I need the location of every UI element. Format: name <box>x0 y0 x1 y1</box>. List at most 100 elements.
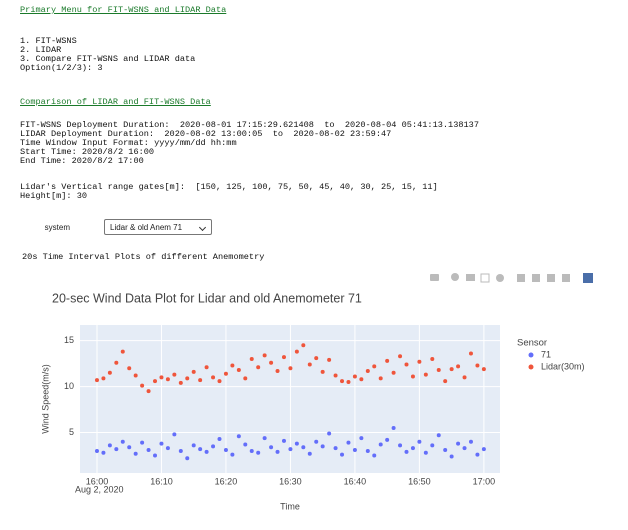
point <box>281 438 286 443</box>
point <box>398 443 403 448</box>
point <box>191 443 196 448</box>
point <box>320 369 325 374</box>
point <box>217 436 222 441</box>
x-tick-label: 16:40 <box>344 476 367 486</box>
modebar[interactable] <box>430 273 593 283</box>
point <box>230 452 235 457</box>
point <box>269 360 274 365</box>
menu-line: 1. FIT-WSNS <box>20 36 77 46</box>
menu-line: 2. LIDAR <box>20 45 62 55</box>
info-line: End Time: 2020/8/2 17:00 <box>20 156 144 166</box>
point <box>398 354 403 359</box>
point <box>236 434 241 439</box>
point <box>217 379 222 384</box>
point <box>436 433 441 438</box>
info-line: FIT-WSNS Deployment Duration: 2020-08-01… <box>20 120 479 130</box>
point <box>127 366 132 371</box>
point <box>107 370 112 375</box>
point <box>475 452 480 457</box>
point <box>327 357 332 362</box>
point <box>410 374 415 379</box>
point <box>449 454 454 459</box>
point <box>133 451 138 456</box>
x-tick-label: 16:00 <box>86 476 109 486</box>
point <box>301 445 306 450</box>
y-tick-label: 5 <box>69 427 74 437</box>
point <box>94 448 99 453</box>
point <box>404 362 409 367</box>
chart-title: 20-sec Wind Data Plot for Lidar and old … <box>52 291 362 305</box>
point <box>327 431 332 436</box>
point <box>410 446 415 451</box>
point <box>417 439 422 444</box>
info-line: LIDAR Deployment Duration: 2020-08-02 13… <box>20 129 392 139</box>
point <box>256 365 261 370</box>
point <box>140 383 145 388</box>
y-tick-label: 15 <box>64 335 74 345</box>
point <box>307 451 312 456</box>
point <box>404 449 409 454</box>
point <box>288 366 293 371</box>
point <box>262 436 267 441</box>
point <box>191 369 196 374</box>
point <box>436 368 441 373</box>
point <box>365 448 370 453</box>
point <box>456 364 461 369</box>
point <box>114 360 119 365</box>
point <box>430 357 435 362</box>
dropdown-label: system <box>44 223 70 232</box>
y-tick-label: 10 <box>64 381 74 391</box>
point <box>352 448 357 453</box>
menu-heading: Primary Menu for FIT-WSNS and LIDAR Data <box>20 5 227 15</box>
point <box>236 368 241 373</box>
point <box>423 372 428 377</box>
point <box>146 448 151 453</box>
point <box>120 439 125 444</box>
point <box>114 447 119 452</box>
point <box>372 364 377 369</box>
menu-line: 3. Compare FIT-WSNS and LIDAR data <box>20 54 196 64</box>
point <box>256 450 261 455</box>
point <box>249 357 254 362</box>
legend-label: Lidar(30m) <box>541 361 585 371</box>
legend-marker <box>528 364 534 370</box>
comparison-heading: Comparison of LIDAR and FIT-WSNS Data <box>20 97 211 107</box>
point <box>443 448 448 453</box>
point <box>385 437 390 442</box>
point <box>352 374 357 379</box>
point <box>178 448 183 453</box>
point <box>223 448 228 453</box>
point <box>481 447 486 452</box>
point <box>468 439 473 444</box>
point <box>346 440 351 445</box>
point <box>449 367 454 372</box>
legend-marker <box>528 352 534 358</box>
point <box>333 373 338 378</box>
point <box>294 441 299 446</box>
point <box>262 353 267 358</box>
point <box>288 447 293 452</box>
point <box>462 446 467 451</box>
info-line: Start Time: 2020/8/2 16:00 <box>20 147 155 157</box>
point <box>372 453 377 458</box>
point <box>153 379 158 384</box>
point <box>359 436 364 441</box>
point <box>294 349 299 354</box>
point <box>185 456 190 461</box>
dropdown[interactable]: Lidar & old Anem 71 <box>104 219 212 235</box>
point <box>481 367 486 372</box>
x-tick-label: 16:20 <box>215 476 238 486</box>
point <box>359 377 364 382</box>
point <box>314 356 319 361</box>
point <box>365 368 370 373</box>
point <box>159 441 164 446</box>
point <box>94 378 99 383</box>
point <box>385 358 390 363</box>
point <box>172 372 177 377</box>
point <box>249 448 254 453</box>
point <box>204 365 209 370</box>
point <box>320 444 325 449</box>
range-line: Height[m]: 30 <box>20 191 88 201</box>
point <box>120 349 125 354</box>
